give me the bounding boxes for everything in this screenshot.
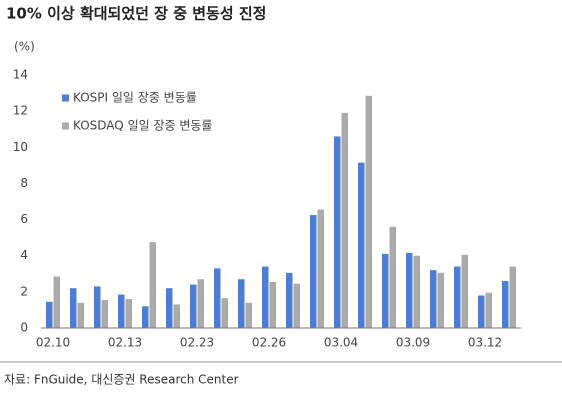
bar (454, 266, 461, 328)
bar (101, 299, 108, 328)
bar (358, 162, 365, 328)
y-tick-label: 8 (20, 176, 28, 190)
bar (221, 298, 228, 328)
bar (142, 306, 149, 328)
bar (173, 304, 180, 328)
bar (46, 301, 53, 328)
bar (214, 268, 221, 328)
bar (485, 292, 492, 328)
bar (293, 283, 300, 328)
bar (406, 253, 413, 328)
bar (118, 294, 125, 328)
bar (245, 302, 252, 328)
legend-swatch (62, 122, 69, 130)
y-tick-label: 14 (13, 68, 28, 82)
y-tick-label: 0 (20, 321, 28, 335)
bar (70, 288, 77, 328)
bar (461, 254, 468, 328)
bar (125, 299, 132, 328)
y-tick-label: 12 (13, 104, 28, 118)
x-tick-label: 03.04 (324, 336, 358, 350)
chart-title: 10% 이상 확대되었던 장 중 변동성 진정 (6, 5, 266, 23)
bar (269, 281, 276, 328)
bar (286, 272, 293, 328)
x-tick-label: 02.26 (252, 336, 286, 350)
bar (509, 266, 516, 328)
bar (317, 209, 324, 328)
bar (382, 253, 389, 328)
bar (341, 112, 348, 328)
bar (365, 95, 372, 329)
legend-label: KOSPI 일일 장중 변동률 (73, 91, 197, 105)
x-tick-label: 02.10 (36, 336, 70, 350)
x-tick-label: 03.12 (468, 336, 502, 350)
y-tick-label: 2 (20, 284, 28, 298)
bar (262, 266, 269, 328)
x-tick-label: 02.13 (108, 336, 142, 350)
bar (389, 226, 396, 328)
bar (430, 270, 437, 328)
bar (413, 255, 420, 328)
bar (149, 242, 156, 328)
bar (502, 281, 509, 328)
x-tick-label: 02.23 (180, 336, 214, 350)
legend-label: KOSDAQ 일일 장중 변동률 (73, 119, 212, 133)
y-tick-label: 4 (20, 248, 28, 262)
x-tick-label: 03.09 (396, 336, 430, 350)
bar (334, 136, 341, 328)
y-tick-label: 10 (13, 140, 28, 154)
y-unit: (%) (14, 40, 35, 54)
bar (310, 215, 317, 328)
bar (478, 295, 485, 328)
bar (53, 276, 60, 328)
bar (238, 279, 245, 328)
source: 자료: FnGuide, 대신증권 Research Center (4, 373, 239, 387)
bar (190, 284, 197, 328)
bar (437, 272, 444, 328)
bar (197, 279, 204, 328)
bar (94, 286, 101, 328)
bar (77, 302, 84, 328)
legend-swatch (62, 94, 69, 102)
y-tick-label: 6 (20, 212, 28, 226)
bar (166, 288, 173, 328)
